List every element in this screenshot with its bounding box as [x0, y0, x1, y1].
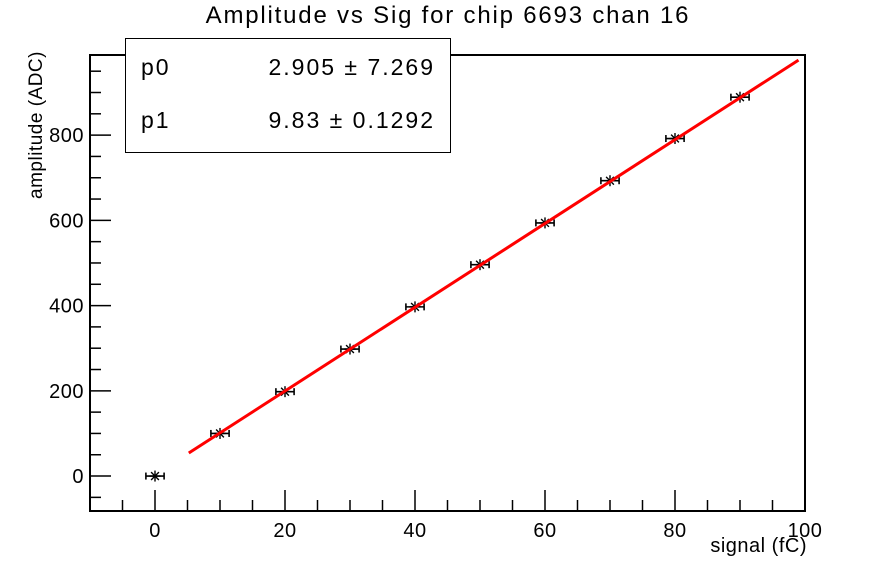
y-tick-label: 800: [49, 125, 84, 147]
fit-param-name: p0: [141, 54, 171, 80]
fit-line: [187, 58, 800, 455]
x-tick-label: 0: [149, 520, 161, 542]
fit-param-value: 2.905 ± 7.269: [268, 54, 435, 80]
y-axis-title: amplitude (ADC): [26, 51, 47, 199]
fit-param-value: 9.83 ± 0.1292: [268, 107, 435, 133]
x-axis-title: signal (fC): [710, 535, 807, 557]
x-tick-label: 20: [273, 520, 296, 542]
plot-title: Amplitude vs Sig for chip 6693 chan 16: [205, 2, 691, 29]
stats-row-p0: p0 2.905 ± 7.269: [126, 53, 450, 81]
fit-param-name: p1: [141, 107, 171, 133]
y-tick-label: 400: [49, 296, 84, 318]
x-tick-label: 100: [788, 520, 823, 542]
y-tick-label: 600: [49, 210, 84, 232]
data-point-marker: [145, 470, 165, 482]
fit-stats-box: p0 2.905 ± 7.269 p1 9.83 ± 0.1292: [125, 38, 451, 153]
star-marker-stroke: [150, 471, 160, 481]
y-tick-label: 200: [49, 381, 84, 403]
x-tick-label: 40: [403, 520, 426, 542]
stats-row-p1: p1 9.83 ± 0.1292: [126, 106, 450, 134]
x-tick-label: 60: [533, 520, 556, 542]
y-tick-label: 0: [72, 466, 84, 488]
x-tick-label: 80: [663, 520, 686, 542]
